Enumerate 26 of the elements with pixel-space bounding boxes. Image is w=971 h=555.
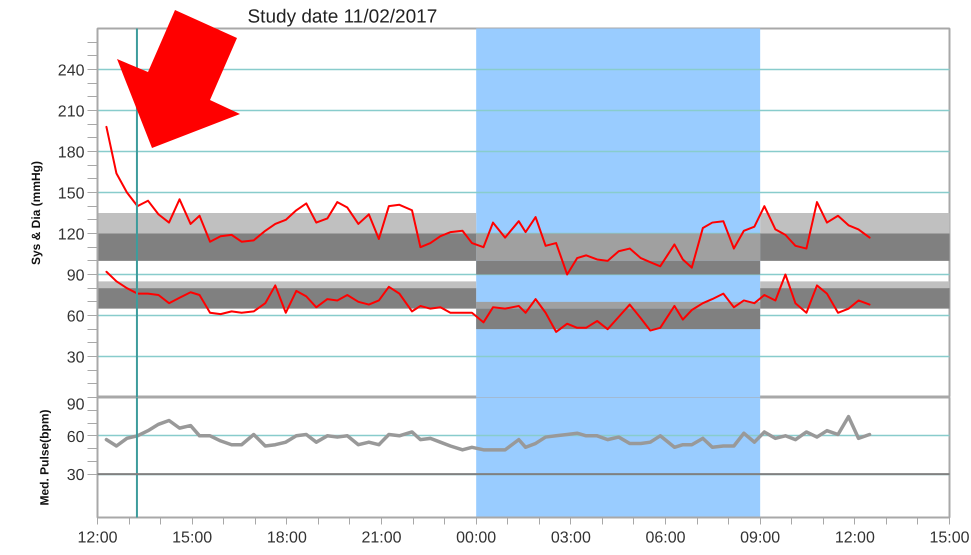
y-tick-label: 90 (66, 396, 85, 414)
y-tick-label: 240 (58, 62, 85, 80)
chart-title: Study date 11/02/2017 (248, 6, 438, 28)
x-tick-label: 12:00 (77, 530, 118, 546)
line-series (105, 126, 871, 276)
y-axis-title: Med. Pulse(bpm) (38, 409, 52, 506)
x-tick-label: 21:00 (361, 530, 402, 546)
x-tick-label: 03:00 (550, 530, 591, 546)
y-axis-title: Sys & Dia (mmHg) (28, 160, 43, 266)
x-tick-label: 00:00 (456, 530, 496, 546)
y-tick-label: 60 (66, 428, 85, 446)
y-tick-label: 30 (66, 350, 85, 366)
y-tick-label: 150 (58, 186, 85, 202)
y-tick-label: 120 (58, 226, 85, 244)
x-tick-label: 06:00 (645, 530, 686, 546)
x-tick-label: 18:00 (266, 530, 307, 546)
y-tick-label: 210 (58, 104, 85, 120)
x-tick-label: 09:00 (740, 530, 780, 546)
line-series (105, 270, 871, 333)
x-tick-label: 15:00 (172, 530, 212, 546)
y-tick-label: 90 (66, 268, 85, 284)
y-tick-label: 60 (66, 308, 85, 326)
y-tick-label: 180 (58, 144, 85, 162)
x-tick-label: 15:00 (929, 530, 970, 546)
x-tick-label: 12:00 (834, 530, 875, 546)
y-tick-label: 30 (66, 467, 85, 484)
